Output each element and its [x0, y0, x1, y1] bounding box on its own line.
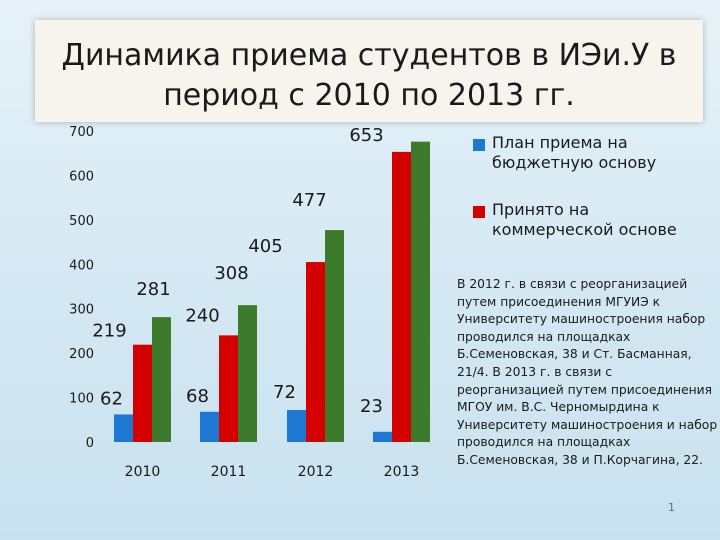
data-label-2010-series-3: 281 [136, 279, 170, 300]
y-tick-label-100: 100 [69, 392, 94, 407]
y-tick-label-400: 400 [69, 258, 94, 273]
legend-swatch-budget-plan [473, 139, 485, 151]
y-tick-label-600: 600 [69, 169, 94, 184]
slide-number: 1 [668, 501, 675, 514]
data-label-2012-series-2: 405 [248, 236, 282, 257]
footnote-text: В 2012 г. в связи с реорганизацией путем… [457, 277, 718, 467]
data-label-2013-series-1: 23 [360, 396, 383, 417]
x-tick-label-2012: 2012 [298, 464, 334, 480]
x-tick-label-2010: 2010 [125, 464, 161, 480]
y-tick-label-500: 500 [69, 214, 94, 229]
data-label-2011-series-3: 308 [214, 263, 248, 284]
legend-label-budget-plan: План приема на бюджетную основу [492, 133, 657, 172]
bar-2012-series-2 [306, 262, 325, 442]
x-tick-label-2013: 2013 [384, 464, 420, 480]
bar-2010-series-2 [133, 344, 152, 442]
bar-2013-series-1 [373, 431, 392, 442]
y-tick-label-0: 0 [86, 436, 94, 451]
bar-2013-series-3 [411, 141, 430, 442]
data-label-2010-series-1: 62 [100, 388, 123, 409]
x-tick-label-2011: 2011 [211, 464, 247, 480]
data-label-2013-series-2: 653 [349, 125, 383, 146]
chart-title: Динамика приема студентов в ИЭи.У в пери… [61, 38, 677, 113]
y-tick-label-700: 700 [69, 125, 94, 140]
data-label-2012-series-3: 477 [292, 190, 326, 211]
bar-2010-series-1 [114, 414, 133, 442]
title-box: Динамика приема студентов в ИЭи.У в пери… [35, 20, 703, 122]
y-tick-label-200: 200 [69, 347, 94, 362]
data-label-2011-series-1: 68 [186, 386, 209, 407]
bar-2011-series-1 [200, 411, 219, 442]
bar-2013-series-2 [392, 151, 411, 442]
data-label-2011-series-2: 240 [185, 305, 219, 326]
bar-2011-series-2 [219, 335, 238, 442]
bar-2011-series-3 [238, 305, 257, 442]
bar-2010-series-3 [152, 317, 171, 442]
y-tick-label-300: 300 [69, 303, 94, 318]
data-label-2010-series-2: 219 [92, 321, 126, 342]
bar-2012-series-3 [325, 230, 344, 442]
bar-2012-series-1 [287, 410, 306, 442]
data-label-2012-series-1: 72 [273, 382, 296, 403]
legend-swatch-commercial [473, 206, 485, 218]
legend-label-commercial: Принято на коммерческой основе [492, 200, 677, 239]
